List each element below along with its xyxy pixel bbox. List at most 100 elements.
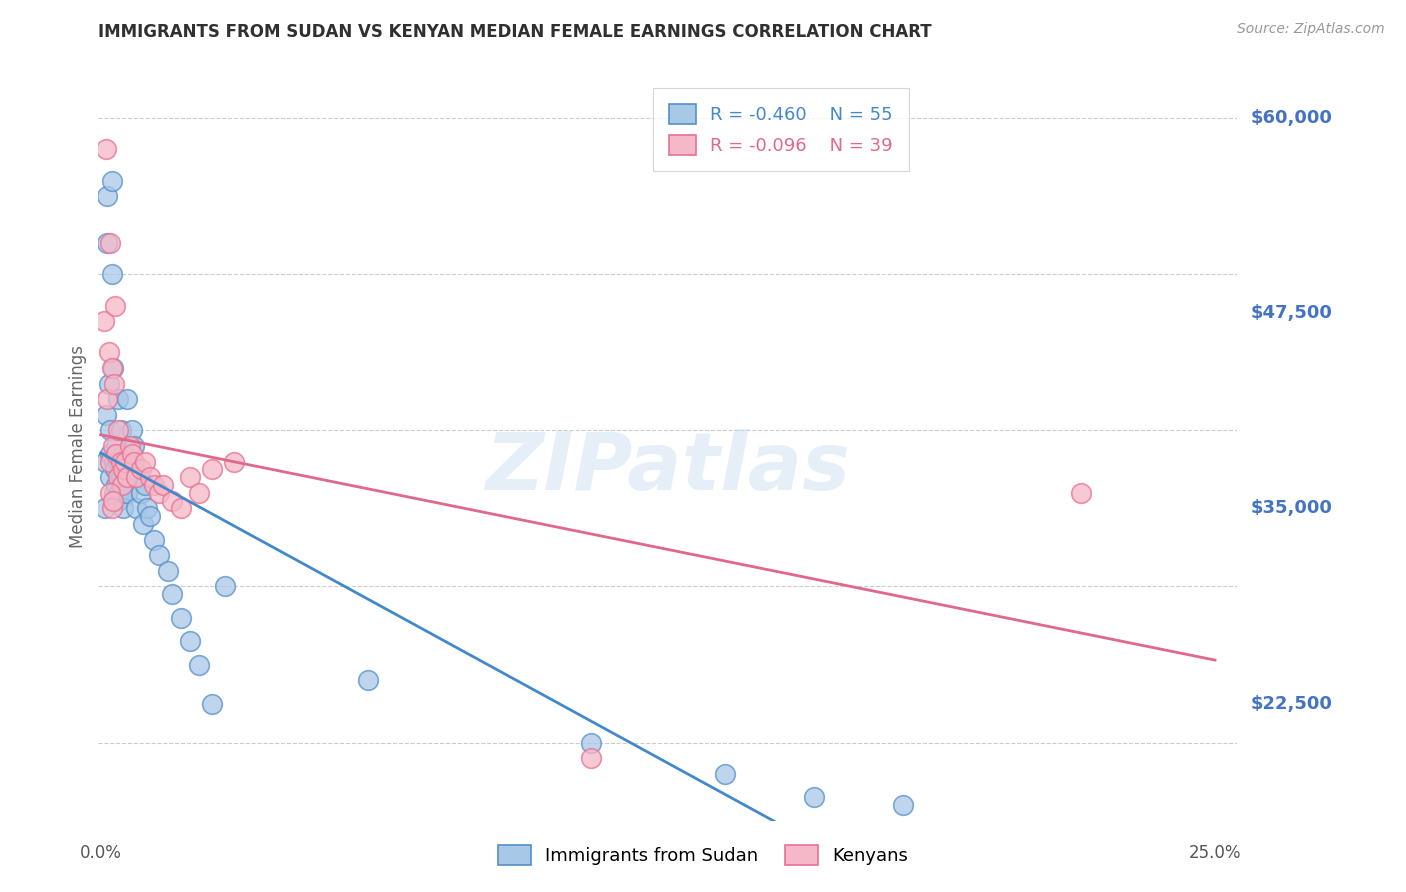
Point: [104, 298, 127, 313]
Point: [101, 493, 124, 508]
Point: [179, 634, 201, 648]
Text: Source: ZipAtlas.com: Source: ZipAtlas.com: [1237, 22, 1385, 37]
Point: [101, 361, 124, 376]
Point: [201, 697, 224, 711]
Point: [224, 455, 246, 469]
Point: [115, 486, 138, 500]
Point: [136, 501, 159, 516]
Point: [96, 392, 118, 407]
Point: [187, 486, 209, 500]
Point: [111, 501, 134, 516]
Point: [148, 486, 170, 500]
Point: [103, 376, 125, 391]
Point: [105, 447, 128, 461]
Point: [148, 548, 170, 563]
Point: [101, 268, 124, 282]
Point: [128, 470, 150, 484]
Point: [97, 345, 120, 359]
Point: [129, 486, 152, 500]
Point: [93, 314, 115, 328]
Point: [94, 408, 117, 422]
Point: [134, 478, 156, 492]
Point: [170, 611, 193, 625]
Legend: R = -0.460    N = 55, R = -0.096    N = 39: R = -0.460 N = 55, R = -0.096 N = 39: [652, 88, 910, 171]
Point: [152, 478, 174, 492]
Text: ZIPatlas: ZIPatlas: [485, 429, 851, 508]
Point: [107, 392, 129, 407]
Point: [100, 447, 122, 461]
Point: [118, 462, 141, 476]
Point: [201, 462, 224, 476]
Point: [129, 462, 152, 476]
Point: [114, 470, 136, 484]
Point: [156, 564, 179, 578]
Point: [110, 455, 132, 469]
Point: [121, 424, 143, 438]
Point: [160, 493, 183, 508]
Point: [104, 462, 127, 476]
Point: [891, 798, 914, 813]
Y-axis label: Median Female Earnings: Median Female Earnings: [69, 344, 87, 548]
Point: [122, 455, 145, 469]
Point: [111, 462, 134, 476]
Point: [125, 501, 148, 516]
Point: [160, 587, 183, 601]
Point: [138, 509, 160, 524]
Point: [94, 501, 117, 516]
Text: $22,500: $22,500: [1251, 695, 1333, 713]
Point: [579, 751, 602, 765]
Point: [114, 455, 136, 469]
Point: [579, 735, 602, 749]
Point: [111, 478, 134, 492]
Point: [94, 455, 117, 469]
Text: 0.0%: 0.0%: [80, 844, 121, 862]
Point: [98, 470, 121, 484]
Point: [187, 657, 209, 672]
Point: [107, 493, 129, 508]
Point: [107, 424, 129, 438]
Point: [122, 439, 145, 453]
Point: [107, 455, 129, 469]
Point: [121, 447, 143, 461]
Point: [94, 143, 117, 157]
Legend: Immigrants from Sudan, Kenyans: Immigrants from Sudan, Kenyans: [491, 838, 915, 872]
Point: [103, 455, 125, 469]
Point: [101, 174, 124, 188]
Point: [713, 767, 735, 781]
Point: [105, 439, 128, 453]
Point: [96, 189, 118, 203]
Point: [96, 236, 118, 251]
Point: [100, 455, 122, 469]
Point: [108, 486, 131, 500]
Point: [170, 501, 193, 516]
Point: [132, 517, 155, 532]
Point: [179, 470, 201, 484]
Point: [97, 376, 120, 391]
Point: [110, 424, 132, 438]
Point: [118, 439, 141, 453]
Point: [110, 470, 132, 484]
Text: $47,500: $47,500: [1251, 304, 1333, 322]
Point: [1070, 486, 1092, 500]
Point: [105, 478, 128, 492]
Point: [134, 455, 156, 469]
Text: $35,000: $35,000: [1251, 500, 1333, 517]
Point: [357, 673, 380, 688]
Point: [103, 486, 125, 500]
Point: [117, 455, 139, 469]
Text: $60,000: $60,000: [1251, 109, 1333, 128]
Point: [138, 470, 160, 484]
Text: 25.0%: 25.0%: [1188, 844, 1241, 862]
Point: [111, 447, 134, 461]
Point: [111, 486, 134, 500]
Point: [101, 439, 124, 453]
Text: IMMIGRANTS FROM SUDAN VS KENYAN MEDIAN FEMALE EARNINGS CORRELATION CHART: IMMIGRANTS FROM SUDAN VS KENYAN MEDIAN F…: [98, 23, 932, 41]
Point: [101, 361, 124, 376]
Point: [98, 424, 121, 438]
Point: [121, 455, 143, 469]
Point: [117, 470, 139, 484]
Point: [125, 470, 148, 484]
Point: [117, 392, 139, 407]
Point: [214, 580, 236, 594]
Point: [143, 533, 166, 547]
